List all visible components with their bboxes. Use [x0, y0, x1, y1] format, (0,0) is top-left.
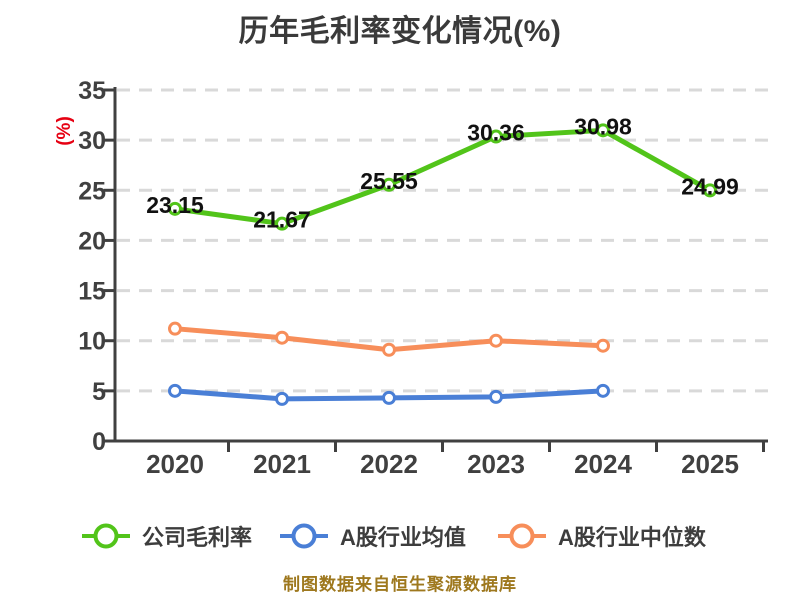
line-marker-icon [498, 523, 546, 549]
data-label: 30.98 [574, 113, 632, 139]
series-point-1 [168, 383, 182, 398]
series-point-2 [382, 342, 396, 357]
series-point-1 [596, 383, 610, 398]
y-tick-label: 0 [92, 428, 106, 456]
line-marker-icon [280, 523, 328, 549]
data-label: 24.99 [681, 173, 739, 199]
y-tick-label: 20 [78, 227, 106, 255]
legend: 公司毛利率 A股行业均值 A股行业中位数 [0, 519, 800, 553]
x-tick-label: 2024 [574, 449, 632, 479]
series-point-0 [382, 177, 396, 192]
series-point-2 [168, 321, 182, 336]
series-point-2 [596, 338, 610, 353]
legend-label-company-gross-margin: 公司毛利率 [142, 525, 253, 550]
data-label: 25.55 [360, 168, 418, 194]
series-point-0 [703, 183, 717, 198]
y-tick-label: 25 [78, 177, 106, 205]
data-label: 30.36 [467, 120, 525, 146]
x-tick-label: 2025 [681, 449, 739, 479]
y-axis-unit-label: (%) [54, 116, 75, 146]
x-tick-label: 2020 [146, 449, 204, 479]
legend-label-a-share-industry-mean: A股行业均值 [340, 525, 466, 550]
x-tick-label: 2023 [467, 449, 525, 479]
y-tick-label: 5 [92, 378, 106, 406]
legend-circle [93, 523, 119, 549]
series-point-1 [275, 391, 289, 406]
legend-circle [291, 523, 317, 549]
data-label: 21.67 [253, 207, 311, 233]
x-tick-label: 2022 [360, 449, 418, 479]
data-label: 23.15 [146, 192, 204, 218]
legend-label-a-share-industry-median: A股行业中位数 [558, 525, 706, 550]
x-tick-label: 2021 [253, 449, 311, 479]
series-point-2 [275, 330, 289, 345]
y-tick-label: 35 [78, 77, 106, 105]
y-tick-label: 15 [78, 278, 106, 306]
legend-item-a-share-industry-mean: A股行业均值 [280, 519, 466, 553]
series-point-0 [275, 216, 289, 231]
series-point-1 [382, 390, 396, 405]
series-point-0 [168, 201, 182, 216]
data-source-note: 制图数据来自恒生聚源数据库 [283, 575, 517, 594]
chart-title: 历年毛利率变化情况(%) [238, 15, 562, 48]
series-point-2 [489, 333, 503, 348]
y-tick-label: 10 [78, 328, 106, 356]
legend-item-company-gross-margin: 公司毛利率 [82, 519, 252, 553]
series-line-0 [174, 127, 712, 227]
y-tick-label: 30 [78, 127, 106, 155]
series-point-0 [489, 129, 503, 144]
series-point-0 [596, 123, 610, 138]
legend-circle [509, 523, 535, 549]
legend-item-a-share-industry-median: A股行业中位数 [498, 519, 706, 553]
line-marker-icon [82, 523, 130, 549]
series-point-1 [489, 389, 503, 404]
